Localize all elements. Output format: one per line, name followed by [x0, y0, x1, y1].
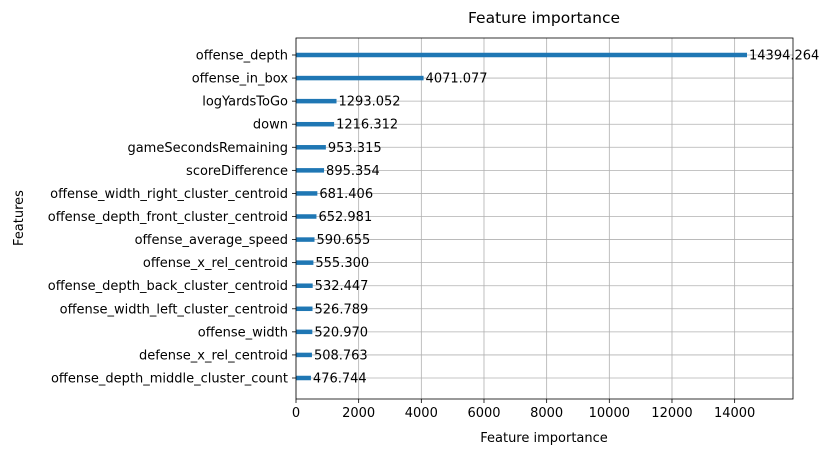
value-label: 4071.077	[426, 72, 488, 87]
bar	[296, 168, 325, 173]
plot-frame	[295, 37, 794, 400]
x-tick-label: 14000	[714, 406, 755, 421]
value-label: 555.300	[315, 256, 369, 271]
bars-group	[296, 52, 747, 381]
y-tick-label: offense_width	[198, 325, 288, 340]
y-tick-label: offense_x_rel_centroid	[143, 256, 288, 271]
y-tick-label: gameSecondsRemaining	[127, 141, 288, 156]
y-tick-label: offense_width_left_cluster_centroid	[60, 302, 288, 317]
y-tick-label: offense_in_box	[192, 72, 289, 87]
bar	[296, 306, 313, 312]
bar	[296, 121, 335, 127]
value-label: 520.970	[314, 325, 368, 340]
value-label: 526.789	[315, 302, 369, 317]
y-tick-label: offense_width_right_cluster_centroid	[50, 187, 288, 202]
bar	[296, 191, 318, 196]
x-axis-label: Feature importance	[480, 431, 608, 446]
value-labels: 14394.264 4071.077 1293.052 1216.312 953.315…	[313, 49, 819, 387]
bar	[296, 98, 337, 104]
bar	[296, 352, 312, 358]
y-tick-label: offense_depth_back_cluster_centroid	[48, 279, 288, 294]
value-label: 895.354	[326, 164, 380, 179]
bar	[296, 283, 313, 288]
y-tick-label: defense_x_rel_centroid	[139, 348, 288, 363]
x-tick-label: 0	[292, 406, 300, 421]
bar	[296, 260, 314, 265]
y-tick-label: offense_depth_middle_cluster_count	[51, 372, 288, 387]
y-tick-label: down	[253, 118, 288, 133]
value-label: 953.315	[328, 141, 382, 156]
x-tick-label: 10000	[589, 406, 630, 421]
x-tick-label: 2000	[342, 406, 375, 421]
x-tick-label: 6000	[467, 406, 500, 421]
bar	[296, 214, 317, 219]
value-label: 590.655	[317, 233, 371, 248]
y-tick-label: offense_depth	[196, 49, 288, 64]
y-tick-label: offense_depth_front_cluster_centroid	[48, 210, 288, 225]
x-tick-label: 12000	[651, 406, 692, 421]
y-tick-label: scoreDifference	[186, 164, 288, 179]
x-ticks: 0 2000 4000 6000 8000 10000 12000 14000	[292, 399, 755, 421]
x-tick-label: 4000	[405, 406, 438, 421]
bar	[296, 375, 311, 381]
y-tick-label: offense_average_speed	[135, 233, 288, 248]
chart-title: Feature importance	[468, 9, 620, 27]
bar	[296, 237, 315, 242]
y-axis-label: Features	[12, 190, 27, 246]
bar	[296, 145, 326, 150]
y-tick-label: logYardsToGo	[202, 95, 288, 110]
value-label: 532.447	[315, 279, 369, 294]
value-label: 476.744	[313, 372, 367, 387]
value-label: 652.981	[318, 210, 372, 225]
value-label: 1293.052	[339, 95, 401, 110]
grid-lines	[295, 38, 793, 399]
value-label: 681.406	[319, 187, 373, 202]
bar	[296, 75, 424, 81]
bar	[296, 52, 747, 58]
value-label: 1216.312	[336, 118, 398, 133]
x-tick-label: 8000	[530, 406, 563, 421]
bar	[296, 329, 313, 335]
y-ticks: offense_depth offense_in_box logYardsToGo d…	[48, 49, 296, 387]
value-label: 508.763	[314, 348, 368, 363]
value-label: 14394.264	[749, 49, 819, 64]
